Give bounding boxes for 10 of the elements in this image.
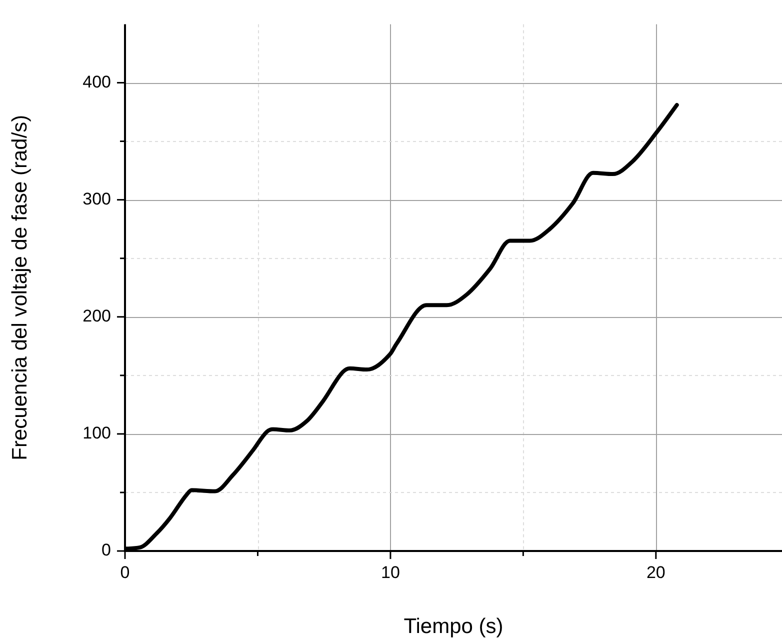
- y-tick-label: 300: [82, 189, 111, 208]
- x-tick-label: 0: [120, 562, 130, 582]
- x-tick-label: 10: [380, 562, 400, 582]
- y-tick-label: 100: [82, 424, 111, 443]
- y-axis-title: Frecuencia del voltaje de fase (rad/s): [8, 114, 32, 460]
- y-tick-label: 0: [102, 540, 111, 560]
- x-tick-label: 20: [646, 562, 666, 582]
- x-axis-title: Tiempo (s): [404, 615, 504, 638]
- y-tick-label: 400: [82, 72, 111, 92]
- y-tick-label: 200: [82, 306, 111, 326]
